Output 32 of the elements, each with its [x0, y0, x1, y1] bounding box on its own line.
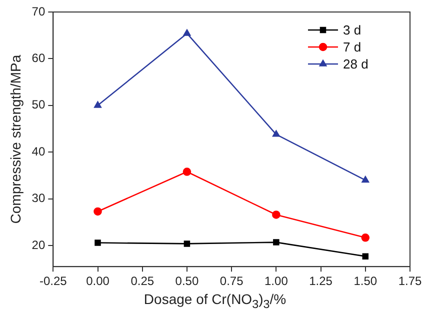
y-tick-label: 70 [32, 4, 46, 18]
point [362, 253, 369, 260]
x-tick-label: 0.50 [175, 274, 199, 288]
legend-label: 3 d [343, 22, 362, 38]
x-tick-label: 1.75 [398, 274, 422, 288]
point [362, 176, 370, 183]
x-axis-title: Dosage of Cr(NO$_{3}$)$_{3}$/% [142, 291, 288, 311]
point [273, 239, 280, 246]
x-tick-label: 1.25 [309, 274, 333, 288]
point [272, 210, 280, 219]
y-tick-label: 40 [32, 144, 46, 158]
point [183, 29, 191, 36]
point [94, 207, 102, 216]
y-tick-label: 50 [32, 98, 46, 112]
y-tick-label: 30 [32, 191, 46, 206]
x-tick-label: 1.50 [354, 274, 378, 288]
point [361, 233, 370, 242]
x-tick-label: 0.00 [86, 274, 110, 288]
point [182, 168, 192, 176]
x-tick-label: -0.25 [39, 274, 68, 288]
y-axis-title: Compressive strength/MPa [7, 54, 24, 224]
y-tick-label: 20 [32, 238, 46, 252]
x-tick-label: 0.75 [220, 274, 244, 288]
point [184, 240, 190, 247]
point [94, 240, 101, 246]
point [272, 130, 280, 137]
x-tick-label: 0.25 [130, 274, 154, 288]
legend-label: 7 d [343, 40, 362, 55]
point [94, 101, 102, 108]
x-tick-label: 1.00 [264, 274, 288, 288]
legend-label: 28 d [343, 56, 368, 72]
y-tick-label: 60 [32, 51, 46, 66]
